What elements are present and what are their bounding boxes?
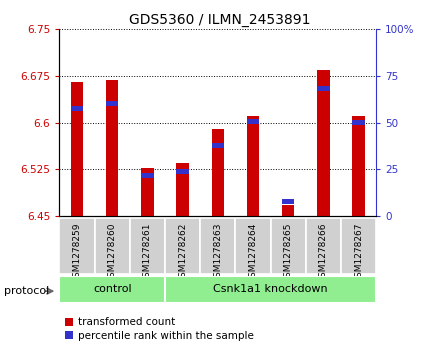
- Bar: [165, 218, 200, 274]
- Bar: [235, 218, 271, 274]
- Bar: [130, 218, 165, 274]
- Text: GSM1278262: GSM1278262: [178, 222, 187, 283]
- Bar: [317, 86, 330, 91]
- Text: GSM1278265: GSM1278265: [284, 222, 293, 283]
- Bar: [165, 276, 376, 303]
- Bar: [352, 120, 365, 125]
- Text: Csnk1a1 knockdown: Csnk1a1 knockdown: [213, 285, 328, 294]
- Bar: [176, 169, 189, 174]
- Bar: [95, 218, 130, 274]
- Text: GSM1278264: GSM1278264: [249, 222, 257, 283]
- Bar: [71, 82, 83, 216]
- Bar: [71, 106, 83, 111]
- Bar: [247, 119, 259, 125]
- Bar: [317, 70, 330, 216]
- Text: GDS5360 / ILMN_2453891: GDS5360 / ILMN_2453891: [129, 13, 311, 27]
- Text: GSM1278260: GSM1278260: [108, 222, 117, 283]
- Bar: [341, 218, 376, 274]
- Bar: [59, 218, 95, 274]
- Bar: [212, 143, 224, 148]
- Bar: [282, 205, 294, 216]
- Bar: [106, 80, 118, 216]
- Bar: [282, 199, 294, 204]
- Legend: transformed count, percentile rank within the sample: transformed count, percentile rank withi…: [65, 317, 254, 340]
- Bar: [200, 218, 235, 274]
- Bar: [306, 218, 341, 274]
- Bar: [141, 168, 154, 216]
- Bar: [106, 101, 118, 106]
- Text: GSM1278263: GSM1278263: [213, 222, 222, 283]
- Text: GSM1278266: GSM1278266: [319, 222, 328, 283]
- Text: GSM1278267: GSM1278267: [354, 222, 363, 283]
- Text: control: control: [93, 285, 132, 294]
- Text: protocol: protocol: [4, 286, 50, 296]
- Bar: [352, 116, 365, 216]
- Text: GSM1278259: GSM1278259: [73, 222, 81, 283]
- Text: GSM1278261: GSM1278261: [143, 222, 152, 283]
- Bar: [141, 173, 154, 178]
- Bar: [176, 163, 189, 216]
- Bar: [247, 116, 259, 216]
- Bar: [59, 276, 165, 303]
- Bar: [271, 218, 306, 274]
- Bar: [212, 129, 224, 216]
